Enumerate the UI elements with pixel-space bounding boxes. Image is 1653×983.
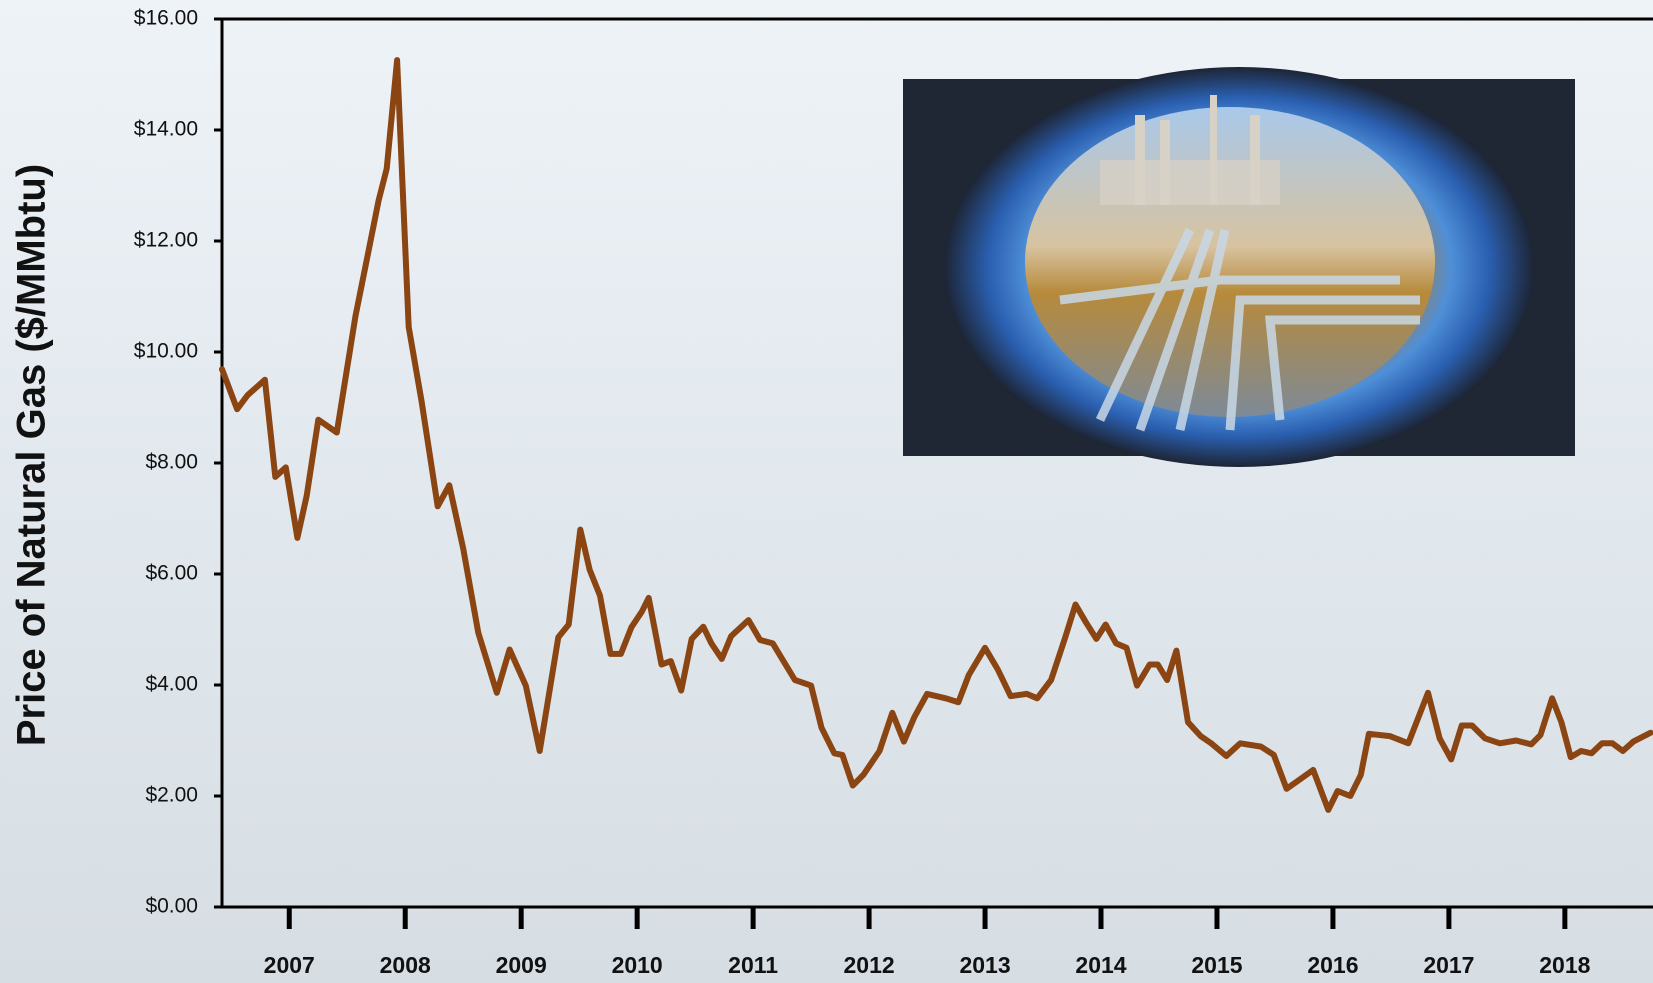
x-tick-label: 2009 bbox=[496, 952, 547, 978]
x-tick-label: 2013 bbox=[959, 952, 1010, 978]
x-tick-label: 2017 bbox=[1423, 952, 1474, 978]
y-tick-label: $0.00 bbox=[145, 895, 198, 918]
x-tick-label: 2010 bbox=[612, 952, 663, 978]
x-tick-label: 2012 bbox=[843, 952, 894, 978]
price-line bbox=[219, 57, 1653, 813]
y-tick-label: $14.00 bbox=[134, 118, 198, 141]
x-tick-label: 2015 bbox=[1191, 952, 1242, 978]
y-tick-label: $8.00 bbox=[145, 451, 198, 474]
x-tick-label: 2008 bbox=[380, 952, 431, 978]
x-tick-label: 2007 bbox=[264, 952, 315, 978]
y-tick-label: $10.00 bbox=[134, 340, 198, 363]
y-tick-label: $6.00 bbox=[145, 562, 198, 585]
y-tick-label: $16.00 bbox=[134, 7, 198, 30]
x-tick-label: 2016 bbox=[1307, 952, 1358, 978]
photo bbox=[903, 67, 1575, 467]
x-tick-label: 2011 bbox=[728, 952, 778, 978]
y-tick-label: $4.00 bbox=[145, 673, 198, 696]
y-axis-label: Price of Natural Gas ($/MMbtu) bbox=[10, 164, 54, 746]
y-tick-label: $12.00 bbox=[134, 229, 198, 252]
y-tick-label: $2.00 bbox=[145, 784, 198, 807]
x-tick-label: 2014 bbox=[1075, 952, 1126, 978]
x-tick-label: 2018 bbox=[1539, 952, 1590, 978]
